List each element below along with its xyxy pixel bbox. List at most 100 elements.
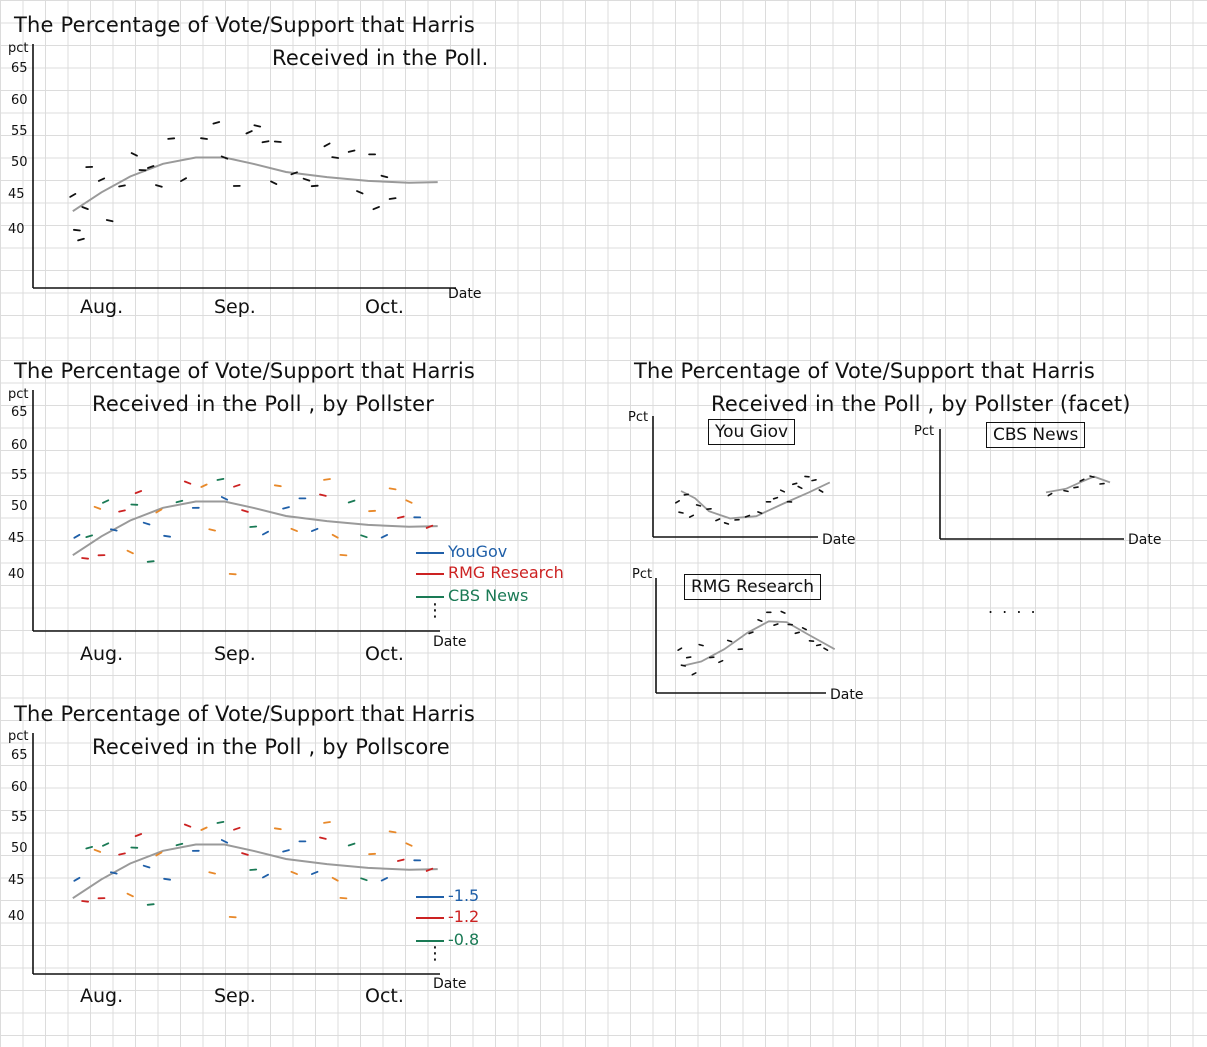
chart2-x-tick-sep: Sep.	[214, 643, 256, 665]
facet1-point	[791, 482, 798, 486]
chart1-title-line1: The Percentage of Vote/Support that Harr…	[14, 13, 476, 37]
chart3-legend-more: ⋮	[426, 943, 444, 964]
chart1-point	[380, 174, 389, 179]
chart1-x-axis-label: Date	[448, 286, 482, 302]
chart1-point	[290, 171, 298, 176]
chart2-point	[134, 490, 143, 495]
chart1-point	[261, 140, 270, 144]
chart2-point	[118, 509, 126, 513]
chart1-y-tick-55: 55	[11, 124, 28, 139]
chart2-point	[405, 499, 413, 504]
facet3-point	[698, 643, 704, 647]
facet3-point	[726, 639, 733, 643]
chart2-point	[155, 508, 163, 514]
chart3-point	[331, 876, 339, 882]
chart3-title-line2: Received in the Poll , by Pollscore	[92, 735, 450, 759]
legend-swatch	[416, 595, 444, 598]
chart1-point	[372, 205, 380, 211]
facet1-point	[678, 511, 684, 514]
chart2-point	[93, 505, 102, 510]
chart3-point	[323, 821, 331, 824]
chart1-point	[167, 137, 176, 140]
chart1-y-tick-50: 50	[11, 155, 28, 170]
chart4-title-line2: Received in the Poll , by Pollster (face…	[711, 392, 1131, 416]
chart1-point	[97, 177, 106, 182]
chart3-legend-score-3: -0.8	[416, 930, 479, 949]
chart2-point	[102, 499, 110, 504]
facet1-point	[688, 514, 695, 518]
chart2-point	[110, 528, 118, 532]
facet1-point	[744, 514, 751, 518]
chart3-x-axis-label: Date	[433, 976, 467, 992]
chart2-y-tick-40: 40	[8, 567, 25, 582]
facet1-point	[772, 496, 779, 500]
legend-swatch	[416, 916, 444, 919]
chart2-point	[396, 515, 405, 519]
chart1-point	[245, 130, 253, 135]
chart1-point	[273, 140, 282, 143]
chart3-point	[249, 868, 258, 871]
chart1-point	[253, 124, 262, 128]
facet3-trend-line	[683, 620, 836, 667]
chart3-point	[396, 858, 405, 862]
chart3-point	[360, 877, 368, 882]
chart3-point	[163, 877, 172, 881]
chart2-y-tick-65: 65	[11, 405, 28, 420]
chart3-point	[155, 851, 163, 857]
chart1-y-axis-label: pct	[8, 41, 29, 56]
chart3-point	[118, 852, 126, 856]
chart2-point	[126, 549, 134, 555]
chart3-x-tick-sep: Sep.	[214, 985, 256, 1007]
chart2-title-line2: Received in the Poll , by Pollster	[92, 392, 435, 416]
chart1-point	[302, 177, 311, 182]
chart2-point	[380, 534, 389, 539]
facet3-point	[780, 610, 786, 614]
chart3-legend-score-1: -1.5	[416, 886, 479, 905]
facet1-label-box: You Giov	[708, 419, 796, 445]
chart3-point	[233, 826, 241, 831]
chart2-point	[216, 477, 225, 481]
legend-label: RMG Research	[448, 563, 564, 582]
chart3-point	[273, 827, 282, 831]
chart3-y-tick-65: 65	[11, 748, 28, 763]
chart1-point	[130, 152, 138, 157]
chart2-legend-cbs: CBS News	[416, 586, 528, 605]
chart2-legend-yougov: YouGov	[416, 542, 507, 561]
chart3-point	[282, 849, 290, 853]
chart1-point	[179, 177, 188, 183]
chart2-point	[163, 534, 172, 538]
chart1-y-tick-60: 60	[11, 93, 28, 108]
chart2-point	[81, 557, 89, 560]
chart2-point	[249, 525, 258, 528]
chart2-legend-more: ⋮	[426, 600, 444, 621]
chart1-point	[323, 142, 331, 148]
facet1-point	[779, 489, 786, 493]
facet3-y-axis-label: Pct	[632, 567, 653, 582]
facet3-point	[685, 656, 692, 659]
chart3-trend-line	[72, 843, 438, 900]
chart3-point	[216, 821, 225, 824]
legend-label: -1.2	[448, 907, 480, 926]
chart3-point	[73, 876, 81, 882]
chart2-x-tick-aug: Aug.	[80, 643, 124, 665]
chart3-point	[134, 833, 143, 837]
chart2-point	[282, 506, 290, 510]
chart3-y-tick-40: 40	[8, 909, 25, 924]
chart4-title-line1: The Percentage of Vote/Support that Harr…	[634, 359, 1096, 383]
facet2-label-box: CBS News	[986, 422, 1086, 448]
chart1-point	[155, 184, 163, 188]
chart1-point	[146, 165, 155, 169]
chart3-point	[290, 870, 298, 875]
chart3-point	[425, 867, 434, 872]
chart3-point	[208, 871, 217, 875]
chart1-point	[347, 149, 356, 153]
chart1-trend-line	[72, 156, 438, 213]
chart2-point	[183, 480, 192, 485]
chart1-x-tick-sep: Sep.	[214, 296, 256, 318]
chart3-point	[380, 877, 389, 882]
facet3-point	[718, 659, 724, 664]
chart2-point	[290, 527, 298, 532]
chart3-point	[81, 900, 89, 903]
chart2-x-axis-label: Date	[433, 634, 467, 650]
